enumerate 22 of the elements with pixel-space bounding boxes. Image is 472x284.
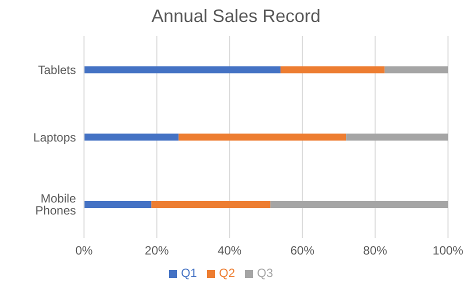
x-tick-label: 40% [218,244,242,258]
legend-label: Q3 [257,266,274,280]
legend-label: Q1 [180,266,197,280]
bar [151,200,270,208]
x-tick-label: 0% [75,244,93,258]
x-tick-label: 100% [432,244,464,258]
y-tick-label: Mobile Phones [35,192,76,218]
bar [270,200,448,208]
x-tick-label: 20% [144,244,170,258]
bar [178,134,346,141]
y-tick-label: Laptops [33,130,76,144]
bar [84,134,179,141]
bar [280,66,385,74]
bar [346,134,448,141]
chart-title: Annual Sales Record [150,6,322,27]
x-tick-label: 60% [290,244,315,258]
bar [84,200,152,208]
y-tick-label: Tablets [38,62,76,77]
legend-label: Q2 [218,266,235,280]
bar [84,66,281,74]
x-tick-label: 80% [363,244,388,258]
bar [384,66,448,74]
